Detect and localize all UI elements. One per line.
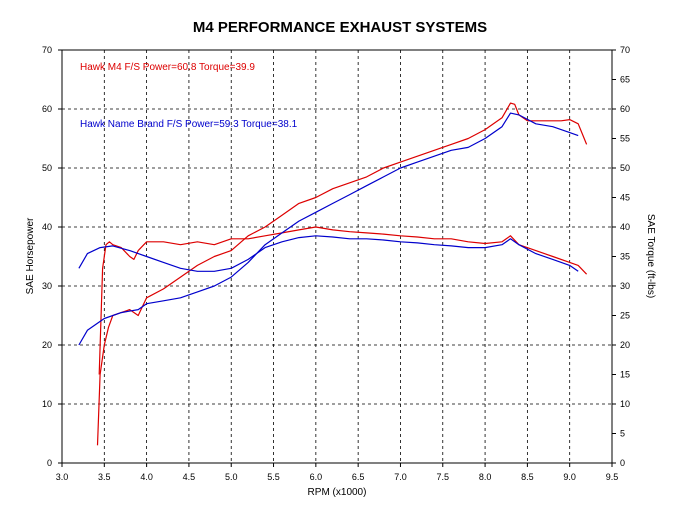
y2-tick-label: 20 <box>620 340 630 350</box>
y2-tick-label: 50 <box>620 163 630 173</box>
y-tick-label: 60 <box>42 104 52 114</box>
x-tick-label: 5.0 <box>225 472 238 482</box>
y2-tick-label: 15 <box>620 370 630 380</box>
x-tick-label: 5.5 <box>267 472 280 482</box>
x-tick-label: 6.5 <box>352 472 365 482</box>
y-tick-label: 30 <box>42 281 52 291</box>
y2-tick-label: 5 <box>620 429 625 439</box>
chart-title: M4 PERFORMANCE EXHAUST SYSTEMS <box>193 19 487 36</box>
y-axis-right-label: SAE Torque (ft-lbs) <box>645 214 656 298</box>
x-tick-label: 7.0 <box>394 472 407 482</box>
series-line-name-brand-f-s-power <box>78 112 579 346</box>
x-axis-ticks: 3.0 3.5 4.0 4.5 5.0 5.5 6.0 6.5 7.0 7.5 8.0 8.5 9.0 9… <box>56 463 619 482</box>
y2-tick-label: 25 <box>620 311 630 321</box>
y2-tick-label: 65 <box>620 75 630 85</box>
y-tick-label: 10 <box>42 399 52 409</box>
x-tick-label: 8.5 <box>521 472 534 482</box>
x-tick-label: 3.0 <box>56 472 69 482</box>
y-axis-left-label: SAE Horsepower <box>25 217 36 294</box>
x-tick-label: 9.5 <box>606 472 619 482</box>
legend-entry-name-brand: Hawk Name Brand F/S Power=59.3 Torque=38… <box>80 119 298 130</box>
series-line-m4-f-s-torque <box>98 226 588 375</box>
y-tick-label: 0 <box>47 458 52 468</box>
y2-tick-label: 0 <box>620 458 625 468</box>
series-line-m4-f-s-power <box>96 102 588 446</box>
y-axis-left-ticks: 0 10 20 30 40 50 60 70 <box>42 45 62 468</box>
y-tick-label: 70 <box>42 45 52 55</box>
x-tick-label: 3.5 <box>98 472 111 482</box>
y2-tick-label: 10 <box>620 399 630 409</box>
x-tick-label: 4.5 <box>183 472 196 482</box>
x-tick-label: 4.0 <box>140 472 153 482</box>
y-axis-right-ticks: 0 5 10 15 20 25 30 35 40 45 50 55 60 65 70 <box>612 45 630 468</box>
y2-tick-label: 60 <box>620 104 630 114</box>
grid-lines <box>62 50 612 463</box>
series-layer <box>78 102 588 446</box>
x-tick-label: 7.5 <box>437 472 450 482</box>
legend-entry-m4: Hawk M4 F/S Power=60.8 Torque=39.9 <box>80 62 255 73</box>
y2-tick-label: 70 <box>620 45 630 55</box>
y-tick-label: 40 <box>42 222 52 232</box>
y2-tick-label: 30 <box>620 281 630 291</box>
series-line-name-brand-f-s-torque <box>78 235 579 272</box>
y2-tick-label: 40 <box>620 222 630 232</box>
y2-tick-label: 45 <box>620 193 630 203</box>
y2-tick-label: 35 <box>620 252 630 262</box>
x-tick-label: 9.0 <box>563 472 576 482</box>
y-tick-label: 20 <box>42 340 52 350</box>
x-tick-label: 8.0 <box>479 472 492 482</box>
plot-frame <box>61 49 613 464</box>
x-tick-label: 6.0 <box>310 472 323 482</box>
y-tick-label: 50 <box>42 163 52 173</box>
x-axis-label: RPM (x1000) <box>308 487 367 498</box>
y2-tick-label: 55 <box>620 134 630 144</box>
